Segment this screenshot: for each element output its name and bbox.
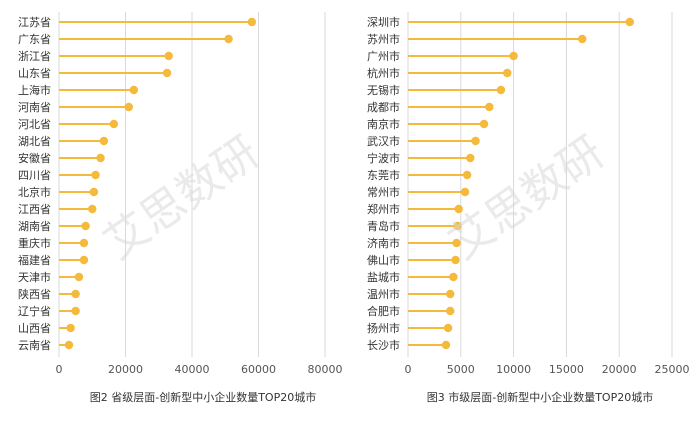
- x-tick-label: 0: [56, 363, 63, 376]
- category-label: 武汉市: [367, 134, 400, 148]
- category-label: 长沙市: [367, 338, 400, 352]
- x-tick-label: 60000: [241, 363, 276, 376]
- category-label: 四川省: [18, 169, 51, 182]
- category-label: 安徽省: [18, 151, 51, 165]
- lollipop-dot: [81, 221, 90, 231]
- lollipop-dot: [71, 306, 80, 316]
- x-tick-label: 20000: [108, 363, 143, 376]
- lollipop-dot: [224, 34, 233, 44]
- chart-caption: 图3 市级层面-创新型中小企业数量TOP20城市: [427, 390, 653, 404]
- category-label: 山东省: [18, 67, 51, 80]
- watermark-right: 艾思数研: [440, 127, 613, 270]
- x-tick-label: 25000: [655, 363, 690, 376]
- category-label: 郑州市: [367, 202, 400, 216]
- lollipop-dot: [462, 170, 472, 180]
- category-label: 深圳市: [367, 15, 400, 29]
- lollipop-dot: [109, 119, 119, 129]
- category-label: 江西省: [18, 203, 51, 216]
- lollipop-dot: [66, 323, 75, 333]
- lollipop-dot: [460, 187, 470, 197]
- chart-caption: 图2 省级层面-创新型中小企业数量TOP20城市: [90, 390, 316, 404]
- category-label: 无锡市: [367, 83, 400, 97]
- category-label: 南京市: [367, 117, 400, 131]
- lollipop-dot: [162, 68, 172, 78]
- lollipop-dot: [79, 255, 89, 265]
- lollipop-dot: [74, 272, 84, 282]
- x-tick-label: 15000: [549, 363, 584, 376]
- lollipop-dot: [466, 153, 475, 163]
- category-label: 盐城市: [367, 270, 400, 284]
- lollipop-dot: [89, 187, 99, 197]
- lollipop-dot: [88, 204, 97, 214]
- category-label: 温州市: [367, 287, 400, 301]
- lollipop-dot: [96, 153, 105, 163]
- category-label: 广东省: [18, 33, 51, 46]
- category-label: 青岛市: [367, 219, 400, 233]
- x-tick-label: 80000: [308, 363, 343, 376]
- category-label: 扬州市: [367, 321, 400, 335]
- x-tick-label: 0: [405, 363, 412, 376]
- lollipop-dot: [625, 17, 634, 27]
- lollipop-dot: [451, 255, 460, 265]
- lollipop-dot: [496, 85, 506, 95]
- lollipop-dot: [247, 17, 257, 27]
- category-label: 常州市: [367, 185, 400, 199]
- lollipop-dot: [471, 136, 480, 146]
- category-label: 合肥市: [367, 304, 400, 318]
- category-label: 东莞市: [367, 168, 400, 182]
- category-label: 陕西省: [18, 287, 51, 301]
- lollipop-dot: [503, 68, 512, 78]
- category-label: 河南省: [18, 101, 51, 114]
- x-tick-label: 5000: [447, 363, 475, 376]
- lollipop-dot: [578, 34, 587, 44]
- city-chart: 0 5000 10000 15000 20000 25000 深圳市苏州市广州市杭州市无锡市…: [367, 12, 690, 404]
- category-label: 济南市: [367, 236, 400, 250]
- category-label: 成都市: [367, 100, 400, 114]
- category-label: 宁波市: [367, 151, 400, 165]
- x-tick-label: 10000: [496, 363, 531, 376]
- lollipop-dot: [479, 119, 489, 129]
- category-label: 杭州市: [367, 66, 400, 80]
- x-tick-label: 20000: [602, 363, 637, 376]
- category-label: 苏州市: [367, 32, 400, 46]
- category-label: 上海市: [18, 83, 51, 97]
- lollipop-dot: [509, 51, 518, 61]
- lollipop-dot: [64, 340, 74, 350]
- category-label: 河北省: [18, 118, 51, 131]
- lollipop-dot: [452, 238, 461, 248]
- lollipop-dot: [79, 238, 89, 248]
- x-tick-label: 40000: [175, 363, 210, 376]
- lollipop-dot: [71, 289, 80, 299]
- province-chart: 0 20000 40000 60000 80000 江苏省广东省浙江省山东省上海市河南省河…: [18, 12, 343, 404]
- lollipop-dot: [99, 136, 109, 146]
- lollipop-dot: [91, 170, 100, 180]
- watermark-left: 艾思数研: [95, 127, 268, 270]
- lollipop-dot: [446, 306, 455, 316]
- lollipop-dot: [443, 323, 453, 333]
- lollipop-dot: [441, 340, 451, 350]
- category-label: 辽宁省: [18, 304, 51, 318]
- category-label: 湖北省: [18, 135, 51, 148]
- category-label: 福建省: [18, 253, 51, 267]
- lollipop-dot: [129, 85, 139, 95]
- category-label: 云南省: [18, 339, 51, 352]
- category-label: 江苏省: [18, 16, 51, 29]
- category-label: 佛山市: [367, 253, 400, 267]
- lollipop-dot: [124, 102, 134, 112]
- category-label: 湖南省: [18, 220, 51, 233]
- lollipop-dot: [164, 51, 173, 61]
- category-label: 重庆市: [18, 236, 51, 250]
- lollipop-dot: [449, 272, 458, 282]
- category-label: 山西省: [18, 322, 51, 335]
- lollipop-dot: [485, 102, 494, 112]
- category-label: 天津市: [18, 270, 51, 284]
- category-label: 广州市: [367, 49, 400, 63]
- lollipop-dot: [453, 221, 462, 231]
- lollipop-dot: [446, 289, 455, 299]
- lollipop-dot: [454, 204, 463, 214]
- category-label: 北京市: [18, 185, 51, 199]
- category-label: 浙江省: [18, 50, 51, 63]
